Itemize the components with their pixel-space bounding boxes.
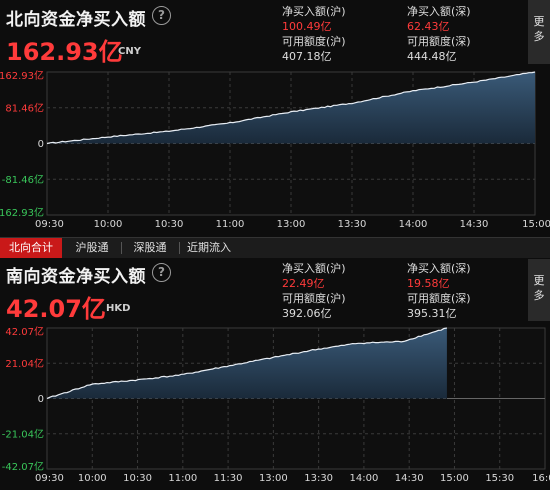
help-icon[interactable]: ? <box>152 6 171 25</box>
tab-recent-inflow[interactable]: 近期流入 <box>187 241 231 254</box>
northbound-currency: CNY <box>118 46 141 57</box>
sh-net-label: 净买入额(沪) <box>282 5 346 18</box>
x-tick-label: 09:30 <box>35 219 64 230</box>
sh-quota-value: 407.18亿 <box>282 50 332 63</box>
southbound-header: 南向资金净买入额 ? 42.07亿 HKD 净买入额(沪) 22.49亿 可用额… <box>0 259 550 323</box>
sz-net-label: 净买入额(深) <box>407 262 471 275</box>
y-tick-label: 42.07亿 <box>5 325 44 338</box>
southbound-currency: HKD <box>106 303 131 314</box>
sh-net-value: 100.49亿 <box>282 20 332 33</box>
sh-quota-label: 可用额度(沪) <box>282 292 346 305</box>
x-tick-label: 10:00 <box>78 473 107 484</box>
x-tick-label: 14:30 <box>395 473 424 484</box>
tab-sh-connect[interactable]: 沪股通 <box>75 241 109 254</box>
y-tick-label: 162.93亿 <box>0 69 44 82</box>
sh-quota-label: 可用额度(沪) <box>282 35 346 48</box>
y-tick-label: 0 <box>38 394 44 405</box>
y-tick-label: 81.46亿 <box>5 101 44 114</box>
sz-quota-label: 可用额度(深) <box>407 35 471 48</box>
x-tick-label: 13:30 <box>304 473 333 484</box>
sz-net-label: 净买入额(深) <box>407 5 471 18</box>
x-tick-label: 13:00 <box>259 473 288 484</box>
y-tick-label: -21.04亿 <box>2 427 44 440</box>
x-tick-label: 13:00 <box>277 219 306 230</box>
x-tick-label: 16:00 <box>532 473 550 484</box>
x-tick-label: 14:00 <box>399 219 428 230</box>
tab-divider <box>121 242 122 254</box>
series-line <box>46 71 536 145</box>
sz-quota-label: 可用额度(深) <box>407 292 471 305</box>
x-tick-label: 15:00 <box>440 473 469 484</box>
help-icon[interactable]: ? <box>152 263 171 282</box>
x-tick-label: 15:30 <box>485 473 514 484</box>
x-tick-label: 11:00 <box>216 219 245 230</box>
southbound-title: 南向资金净买入额 <box>6 267 146 287</box>
x-tick-label: 14:00 <box>349 473 378 484</box>
northbound-panel: 北向资金净买入额 ? 162.93亿 CNY 净买入额(沪) 100.49亿 可… <box>0 0 550 236</box>
y-tick-label: 21.04亿 <box>5 357 44 370</box>
southbound-chart: 42.07亿 21.04亿 0 -21.04亿 -42.07亿 09:30 10:00 10:… <box>0 321 550 490</box>
more-button[interactable]: 更多 <box>528 259 550 321</box>
sh-quota-value: 392.06亿 <box>282 307 332 320</box>
x-tick-label: 10:30 <box>155 219 184 230</box>
sh-net-label: 净买入额(沪) <box>282 262 346 275</box>
x-tick-label: 15:00 <box>522 219 550 230</box>
x-tick-label: 11:30 <box>214 473 243 484</box>
x-tick-label: 10:30 <box>123 473 152 484</box>
x-tick-label: 14:30 <box>460 219 489 230</box>
northbound-header: 北向资金净买入额 ? 162.93亿 CNY 净买入额(沪) 100.49亿 可… <box>0 0 550 66</box>
x-tick-label: 13:30 <box>338 219 367 230</box>
northbound-total: 162.93亿 <box>6 38 123 66</box>
southbound-total: 42.07亿 <box>6 295 106 323</box>
x-tick-label: 11:00 <box>168 473 197 484</box>
series-area <box>47 72 535 144</box>
sz-net-value: 19.58亿 <box>407 277 450 290</box>
northbound-title: 北向资金净买入额 <box>6 10 146 30</box>
sz-quota-value: 444.48亿 <box>407 50 457 63</box>
tab-sz-connect[interactable]: 深股通 <box>133 241 167 254</box>
tab-north-total[interactable]: 北向合计 <box>0 238 62 258</box>
y-tick-label: -42.07亿 <box>2 460 44 473</box>
tab-divider <box>179 242 180 254</box>
more-button[interactable]: 更多 <box>528 0 550 64</box>
x-tick-label: 09:30 <box>35 473 64 484</box>
series-line <box>46 327 448 400</box>
tab-bar: 北向合计 沪股通 深股通 近期流入 <box>0 237 550 258</box>
y-tick-label: -81.46亿 <box>2 173 44 186</box>
x-tick-label: 10:00 <box>94 219 123 230</box>
y-tick-label: -162.93亿 <box>0 206 44 219</box>
southbound-panel: 南向资金净买入额 ? 42.07亿 HKD 净买入额(沪) 22.49亿 可用额… <box>0 259 550 490</box>
y-tick-label: 0 <box>38 139 44 150</box>
sh-net-value: 22.49亿 <box>282 277 325 290</box>
northbound-chart: 162.93亿 81.46亿 0 -81.46亿 -162.93亿 09:30 10:00 1… <box>0 64 550 237</box>
sz-net-value: 62.43亿 <box>407 20 450 33</box>
sz-quota-value: 395.31亿 <box>407 307 457 320</box>
